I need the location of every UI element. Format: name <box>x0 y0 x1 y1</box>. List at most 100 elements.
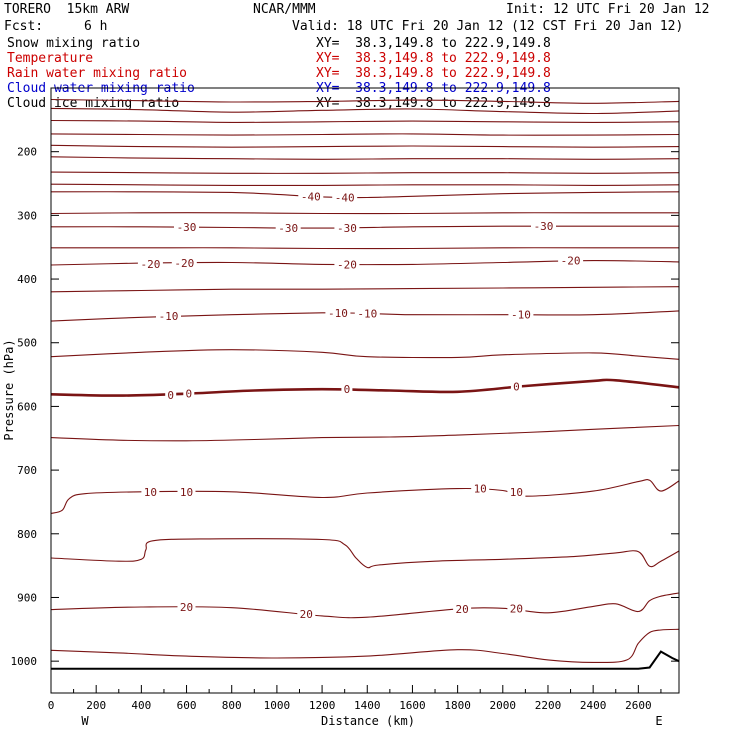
west-label: W <box>81 714 89 728</box>
contour-label: 20 <box>180 601 193 614</box>
init-time: Init: 12 UTC Fri 20 Jan 12 <box>506 2 710 17</box>
isotherm-line <box>50 478 680 514</box>
contour-label: 20 <box>510 602 523 615</box>
field-xy-temperature: XY= 38.3,149.8 to 222.9,149.8 <box>316 51 551 66</box>
contour-label-bg <box>332 191 358 204</box>
isotherm-line <box>50 349 680 360</box>
east-label: E <box>655 714 662 728</box>
contour-label: -40 <box>301 190 321 203</box>
field-name-snow: Snow mixing ratio <box>7 36 141 51</box>
contour-label-bg <box>298 190 324 203</box>
contour-label-bg <box>507 485 526 498</box>
x-tick-label: 1600 <box>399 699 426 712</box>
y-tick-label: 200 <box>17 146 37 159</box>
contour-label-bg <box>507 602 526 615</box>
x-tick-label: 200 <box>86 699 106 712</box>
contour-label: 10 <box>474 483 487 496</box>
field-xy-snow: XY= 38.3,149.8 to 222.9,149.8 <box>316 36 551 51</box>
y-tick-label: 900 <box>17 591 37 604</box>
contour-label: 10 <box>510 486 523 499</box>
isotherm-line <box>50 378 680 397</box>
isotherm-line <box>50 191 680 199</box>
x-tick-label: 0 <box>48 699 55 712</box>
contour-label-bg <box>156 310 181 322</box>
y-axis-title: Pressure (hPa) <box>2 339 16 440</box>
contour-label-bg <box>508 308 534 321</box>
contour-label-bg <box>297 608 316 620</box>
contour-label-bg <box>325 306 351 319</box>
contour-label: 0 <box>185 388 192 401</box>
y-tick-label: 500 <box>17 337 37 350</box>
isotherm-line <box>50 424 680 442</box>
isotherm-line <box>51 247 679 250</box>
contour-label-layer: -40 -40-30 -30 -30 -30-20 -20 -20 -20-10 -10 -10-… <box>137 190 584 621</box>
contour-label: -30 <box>278 222 298 235</box>
isotherm-line <box>50 133 680 136</box>
field-name-rain: Rain water mixing ratio <box>7 66 188 81</box>
contour-label: 10 <box>144 486 157 499</box>
contour-label-bg <box>171 257 197 270</box>
model-title: TORERO 15km ARW <box>4 2 130 17</box>
contour-label: 0 <box>167 389 174 402</box>
contour-label-bg <box>471 482 490 495</box>
isotherm-line <box>50 171 680 174</box>
contour-label-bg <box>558 254 584 267</box>
plot-frame <box>50 87 680 694</box>
contour-label: -30 <box>337 222 357 235</box>
contour-label-bg <box>174 220 199 233</box>
contour-label-bg <box>137 257 163 270</box>
x-tick-label: 800 <box>222 699 242 712</box>
x-tick-label: 1000 <box>264 699 291 712</box>
x-tick-label: 2400 <box>580 699 607 712</box>
x-axis-title: Distance (km) <box>321 714 415 728</box>
x-tick-label: 600 <box>177 699 197 712</box>
isotherm-line <box>50 144 680 148</box>
x-axis: 0 200 400 600 800 1000 1200 1400 1600 1800 2000 220… <box>48 685 662 712</box>
isotherm-line <box>50 119 680 123</box>
contour-label-bg <box>177 601 196 613</box>
isotherm-line <box>50 286 680 293</box>
contour-label-bg <box>141 485 160 498</box>
forecast-hour: 6 h <box>84 19 108 34</box>
contour-label-bg <box>177 485 196 498</box>
isotherm-line <box>50 98 680 104</box>
y-tick-label: 800 <box>17 528 37 541</box>
contour-label-bg <box>334 222 360 235</box>
contour-label: 20 <box>300 608 313 621</box>
x-tick-label: 1200 <box>309 699 336 712</box>
isotherm-line <box>50 212 679 215</box>
x-tick-label: 2000 <box>490 699 517 712</box>
contour-label: -30 <box>177 221 197 234</box>
contour-label: 0 <box>344 383 351 396</box>
valid-time: Valid: 18 UTC Fri 20 Jan 12 (12 CST Fri … <box>292 19 684 34</box>
x-tick-label: 1800 <box>444 699 471 712</box>
x-tick-label: 400 <box>131 699 151 712</box>
x-tick-label: 2600 <box>625 699 652 712</box>
contour-label: -20 <box>561 255 581 268</box>
contour-label-bg <box>453 602 472 615</box>
isotherm-line <box>50 225 679 229</box>
contour-label: 20 <box>455 603 468 616</box>
contour-label: 0 <box>513 381 520 394</box>
isotherm-line <box>50 628 680 664</box>
y-tick-label: 300 <box>17 209 37 222</box>
y-tick-label: 400 <box>17 273 37 286</box>
contour-label: 10 <box>180 486 193 499</box>
y-tick-label: 700 <box>17 464 37 477</box>
contour-label: -10 <box>159 310 179 323</box>
field-name-temperature: Temperature <box>7 51 94 66</box>
isotherm-line <box>50 156 680 160</box>
isotherm-line <box>50 592 680 619</box>
isotherm-line <box>50 538 680 569</box>
contour-label-bg <box>354 307 380 320</box>
terrain-layer <box>51 650 680 670</box>
contour-label: -10 <box>328 307 348 320</box>
contour-label: -10 <box>357 307 377 320</box>
terrain-line <box>51 650 680 670</box>
contour-label-bg <box>165 389 177 401</box>
contour-label-bg <box>510 380 522 393</box>
org-label: NCAR/MMM <box>253 2 316 17</box>
isotherm-line <box>50 183 680 187</box>
